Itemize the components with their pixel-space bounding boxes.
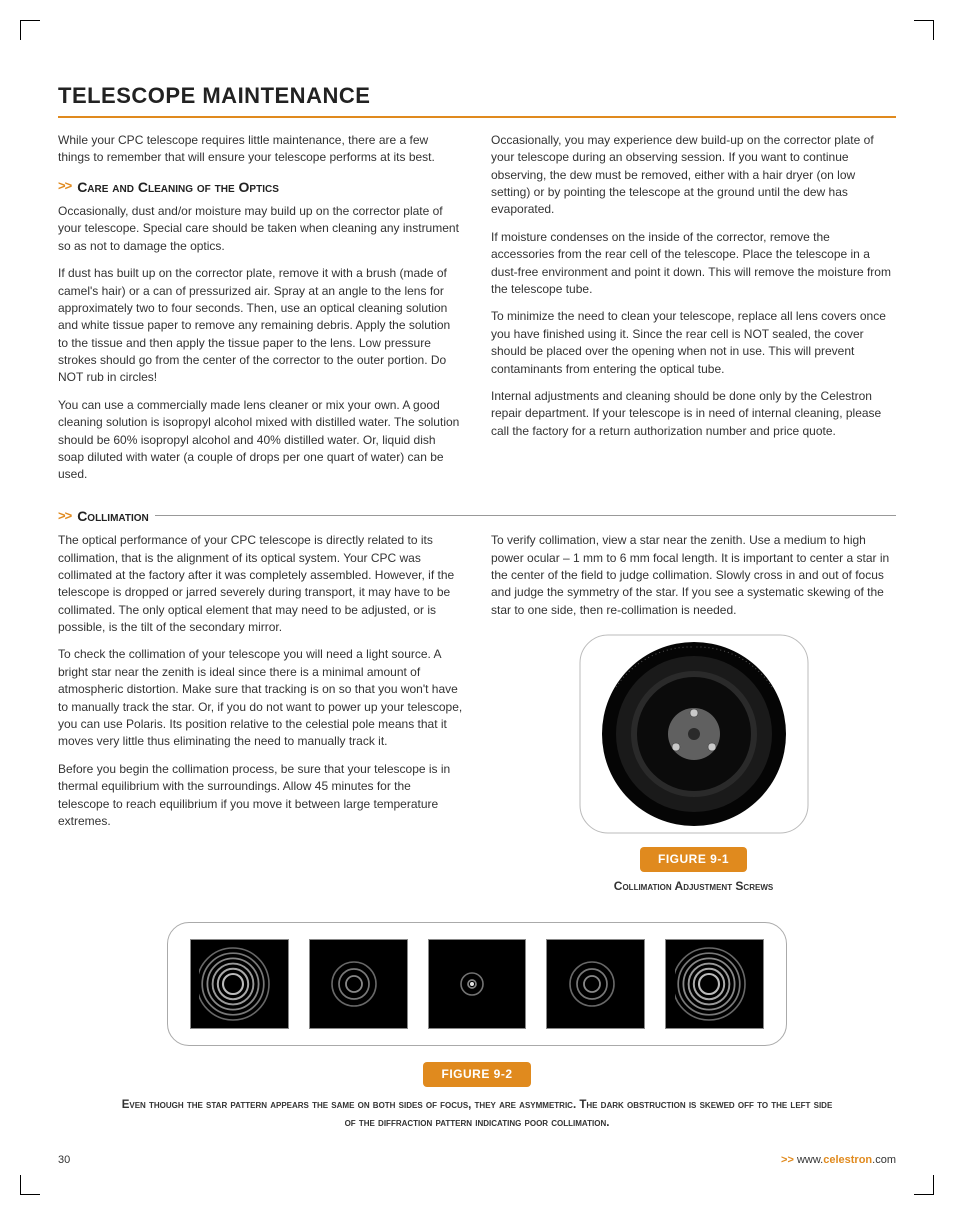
diffraction-cell <box>428 939 527 1029</box>
crop-mark <box>914 20 934 40</box>
footer-url: >> www.celestron.com <box>781 1153 896 1169</box>
diffraction-cell <box>546 939 645 1029</box>
figure-badge: FIGURE 9-2 <box>423 1062 530 1087</box>
care-paragraph: Occasionally, you may experience dew bui… <box>491 132 896 219</box>
intro-text: While your CPC telescope requires little… <box>58 132 463 167</box>
url-brand: celestron <box>823 1154 872 1166</box>
figure-9-2-box <box>167 922 787 1046</box>
section-heading-care: >> Care and Cleaning of the Optics <box>58 177 463 197</box>
figure-9-1-image <box>574 629 814 839</box>
chevron-icon: >> <box>58 507 71 526</box>
url-prefix: www. <box>797 1154 823 1166</box>
collimation-paragraph: Before you begin the collimation process… <box>58 761 463 831</box>
crop-mark <box>20 1175 40 1195</box>
care-paragraph: Internal adjustments and cleaning should… <box>491 388 896 440</box>
care-paragraph: If dust has built up on the corrector pl… <box>58 265 463 387</box>
figure-caption: Collimation Adjustment Screws <box>614 878 773 895</box>
chevron-icon: >> <box>58 177 71 196</box>
care-paragraph: Occasionally, dust and/or moisture may b… <box>58 203 463 255</box>
crop-mark <box>20 20 40 40</box>
care-paragraph: You can use a commercially made lens cle… <box>58 397 463 484</box>
section-heading-collimation: >> Collimation <box>58 506 896 526</box>
crop-mark <box>914 1175 934 1195</box>
diffraction-cell <box>309 939 408 1029</box>
collimation-verify-text: To verify collimation, view a star near … <box>491 532 896 619</box>
section-heading-label: Care and Cleaning of the Optics <box>77 177 279 197</box>
care-paragraph: To minimize the need to clean your teles… <box>491 308 896 378</box>
collimation-paragraph: The optical performance of your CPC tele… <box>58 532 463 636</box>
page-title: TELESCOPE MAINTENANCE <box>58 80 896 118</box>
page-number: 30 <box>58 1153 70 1169</box>
section-heading-label: Collimation <box>77 506 149 526</box>
care-paragraph: If moisture condenses on the inside of t… <box>491 229 896 299</box>
diffraction-cell <box>665 939 764 1029</box>
figure-caption: Even though the star pattern appears the… <box>117 1097 837 1132</box>
figure-badge: FIGURE 9-1 <box>640 847 747 872</box>
heading-rule <box>155 515 896 516</box>
diffraction-cell <box>190 939 289 1029</box>
collimation-paragraph: To check the collimation of your telesco… <box>58 646 463 750</box>
chevron-icon: >> <box>781 1154 797 1166</box>
url-suffix: .com <box>872 1154 896 1166</box>
